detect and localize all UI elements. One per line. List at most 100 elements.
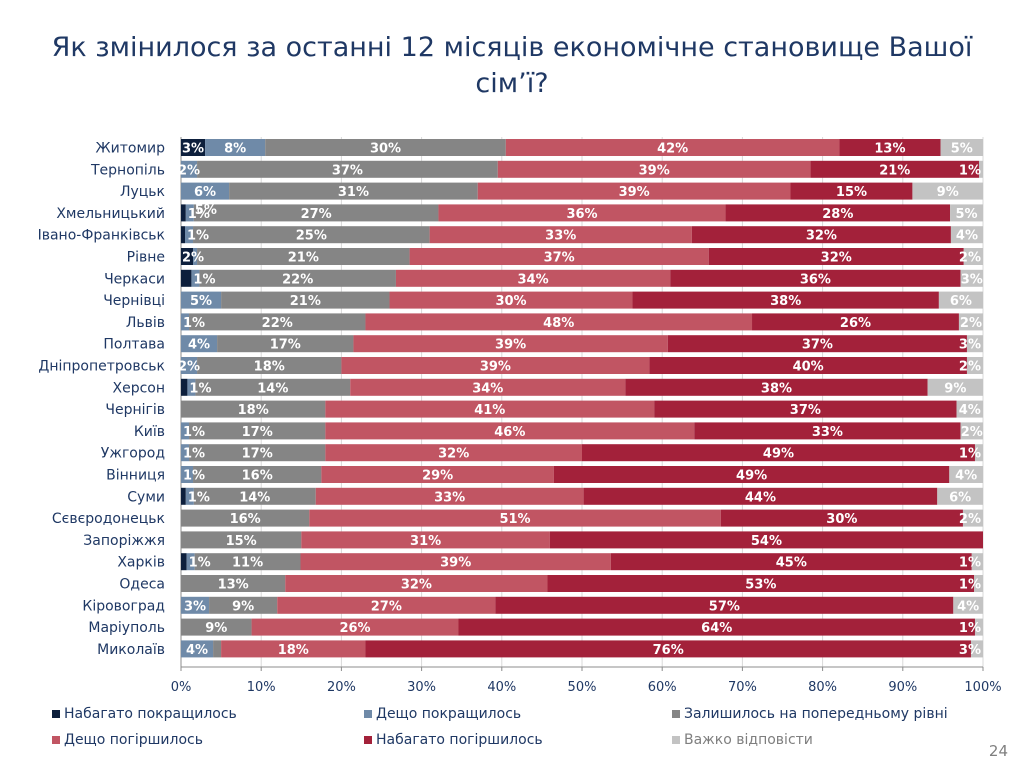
- bar-segment: [950, 226, 983, 244]
- bar-data-label: 33%: [434, 490, 465, 505]
- bar-segment: [974, 575, 983, 592]
- bar-segment: [940, 139, 983, 156]
- bar-data-label: 53%: [745, 578, 776, 593]
- bar-data-label: 11%: [232, 556, 263, 571]
- bar-data-label: 39%: [619, 185, 650, 200]
- bar-data-label: 1%: [193, 272, 215, 287]
- bar-data-label: 14%: [239, 490, 270, 505]
- bar-segment: [205, 139, 266, 156]
- bar-data-label: 31%: [410, 534, 441, 549]
- bar-segment: [670, 269, 961, 287]
- bar-data-label: 2%: [182, 251, 204, 266]
- y-category-label: Маріуполь: [88, 620, 165, 636]
- bar-segment: [458, 618, 975, 636]
- bar-segment: [181, 226, 186, 244]
- legend-swatch: [364, 710, 372, 718]
- x-tick-label: 0%: [171, 680, 192, 695]
- bar-segment: [181, 248, 194, 265]
- bar-data-label: 8%: [224, 142, 246, 157]
- bar-segment: [197, 357, 342, 374]
- chart-title: Як змінилося за останні 12 місяців еконо…: [51, 32, 973, 99]
- bar-data-label: 38%: [761, 381, 792, 396]
- bar-data-label: 1%: [189, 556, 211, 571]
- bar-data-label: 39%: [639, 163, 670, 178]
- bar-data-label: 21%: [290, 294, 321, 309]
- bar-data-label: 40%: [793, 360, 824, 375]
- bar-data-label: 37%: [790, 403, 821, 418]
- y-category-label: Хмельницький: [56, 206, 165, 222]
- bar-segment: [752, 313, 959, 331]
- legend-label: Залишилось на попередньому рівні: [684, 706, 948, 722]
- bar-segment: [181, 466, 194, 483]
- bar-segment: [912, 182, 983, 200]
- bar-segment: [553, 466, 950, 483]
- bar-segment: [193, 248, 198, 265]
- bar-segment: [185, 226, 194, 244]
- bar-segment: [325, 422, 695, 440]
- bar-segment: [181, 313, 190, 331]
- bar-segment: [193, 204, 439, 222]
- x-tick-label: 20%: [327, 680, 356, 695]
- y-category-label: Суми: [127, 489, 165, 505]
- bar-data-label: 17%: [242, 447, 273, 462]
- bar-data-label: 1%: [183, 469, 205, 484]
- bar-segment: [350, 378, 626, 396]
- bar-segment: [186, 553, 195, 571]
- bar-segment: [217, 335, 354, 353]
- bar-segment: [181, 444, 190, 462]
- bar-segment: [181, 422, 190, 440]
- bar-segment: [197, 248, 410, 265]
- x-tick-label: 100%: [964, 680, 1001, 695]
- bar-segment: [691, 226, 951, 244]
- bar-data-label: 38%: [770, 294, 801, 309]
- bar-segment: [181, 553, 187, 571]
- bar-segment: [395, 269, 671, 287]
- bar-data-label: 37%: [332, 163, 363, 178]
- bar-data-label: 54%: [751, 534, 782, 549]
- bar-segment: [301, 531, 550, 549]
- bar-segment: [181, 182, 230, 200]
- bar-data-label: 32%: [806, 229, 837, 244]
- bar-data-label: 9%: [937, 185, 959, 200]
- y-category-label: Ужгород: [101, 446, 165, 462]
- bar-data-label: 3%: [961, 272, 983, 287]
- bar-segment: [974, 444, 983, 462]
- legend-swatch: [52, 710, 60, 718]
- bar-segment: [409, 248, 709, 265]
- bar-segment: [956, 400, 983, 418]
- bar-data-label: 4%: [186, 643, 208, 658]
- bar-segment: [958, 313, 983, 331]
- bar-segment: [970, 640, 983, 658]
- bars: 3% 8% 30% 42% 13% 5% 2% 37% 39% 21% 1% 6% 31% 39% 15% 9…: [178, 139, 983, 658]
- bar-segment: [927, 378, 983, 396]
- bar-data-label: 21%: [288, 251, 319, 266]
- legend-swatch: [364, 736, 372, 744]
- y-category-label: Луцьк: [120, 184, 165, 200]
- bar-data-label: 51%: [499, 512, 530, 527]
- bar-segment: [189, 444, 326, 462]
- bar-data-label: 4%: [188, 338, 210, 353]
- bar-segment: [667, 335, 967, 353]
- bar-data-label: 29%: [422, 469, 453, 484]
- legend-item: Набагато покращилось: [52, 706, 237, 722]
- bar-segment: [438, 204, 726, 222]
- bar-segment: [389, 291, 633, 309]
- bar-data-label: 17%: [242, 425, 273, 440]
- bar-segment: [185, 487, 194, 505]
- bar-segment: [966, 335, 983, 353]
- bar-data-label: 45%: [776, 556, 807, 571]
- bar-segment: [193, 487, 316, 505]
- bar-segment: [625, 378, 928, 396]
- bar-segment: [325, 444, 582, 462]
- bar-segment: [213, 640, 222, 658]
- bar-segment: [365, 313, 753, 331]
- bar-data-label: 48%: [543, 316, 574, 331]
- bar-data-label: 18%: [254, 360, 285, 375]
- bar-segment: [309, 509, 721, 527]
- bar-segment: [251, 618, 459, 636]
- bar-data-label: 1%: [183, 447, 205, 462]
- bar-segment: [720, 509, 963, 527]
- bar-segment: [963, 248, 983, 265]
- bar-segment: [839, 139, 941, 156]
- bar-segment: [181, 400, 326, 418]
